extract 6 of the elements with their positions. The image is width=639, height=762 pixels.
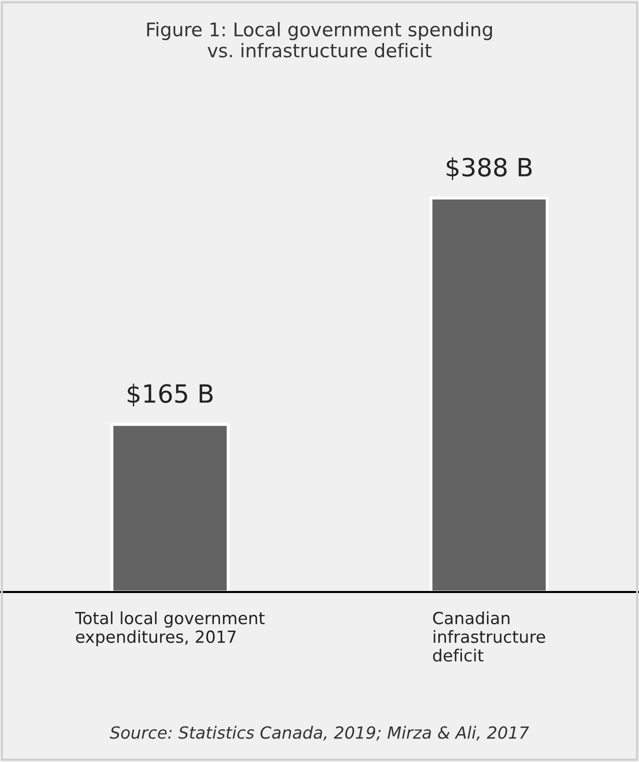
x-tick-label: Canadian infrastructure deficit — [433, 611, 546, 662]
data-label: $165 B — [128, 384, 213, 406]
chart-title: Figure 1: Local government spending vs. infrastructure deficit — [147, 22, 492, 58]
data-label: $388 B — [446, 157, 532, 180]
x-tick-label: Total local government expenditures, 2017 — [75, 611, 265, 646]
source-note: Source: Statistics Canada, 2019; Mirza & Ali, 2017 — [110, 726, 530, 741]
